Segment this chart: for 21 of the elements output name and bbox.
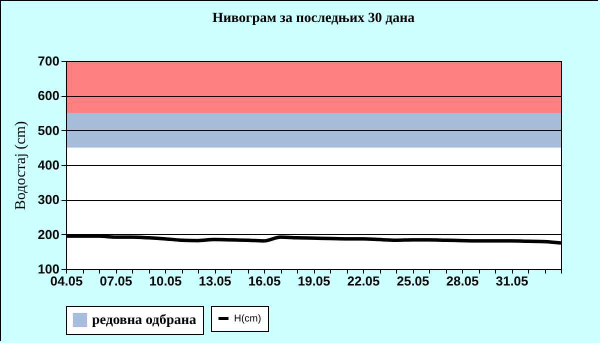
y-tick-label: 700: [38, 54, 60, 68]
legend-label: редовна одбрана: [92, 313, 196, 328]
x-tick-label: 13.05: [198, 274, 232, 288]
x-tick-label: 19.05: [298, 274, 330, 288]
x-tick-label: 16.05: [248, 274, 281, 288]
legend-label: H(cm): [234, 314, 262, 324]
y-tick-label: 200: [38, 226, 60, 242]
x-tick-label: 22.05: [347, 274, 380, 288]
y-tick-label: 300: [38, 192, 60, 208]
y-axis-title: Водостај (cm): [12, 121, 29, 210]
y-tick-label: 600: [38, 88, 60, 104]
x-tick-label: 25.05: [396, 274, 430, 288]
y-tick-label: 100: [38, 262, 60, 276]
x-tick-label: 07.05: [100, 274, 132, 288]
x-tick-label: 28.05: [446, 274, 479, 288]
x-tick-label: 10.05: [149, 274, 182, 288]
x-tick-label: 04.05: [50, 274, 83, 288]
y-tick-label: 500: [38, 122, 60, 138]
x-tick-label: 31.05: [496, 274, 528, 288]
chart-title: Нивограм за последњих 30 дана: [212, 11, 415, 26]
y-tick-label: 400: [38, 158, 60, 172]
